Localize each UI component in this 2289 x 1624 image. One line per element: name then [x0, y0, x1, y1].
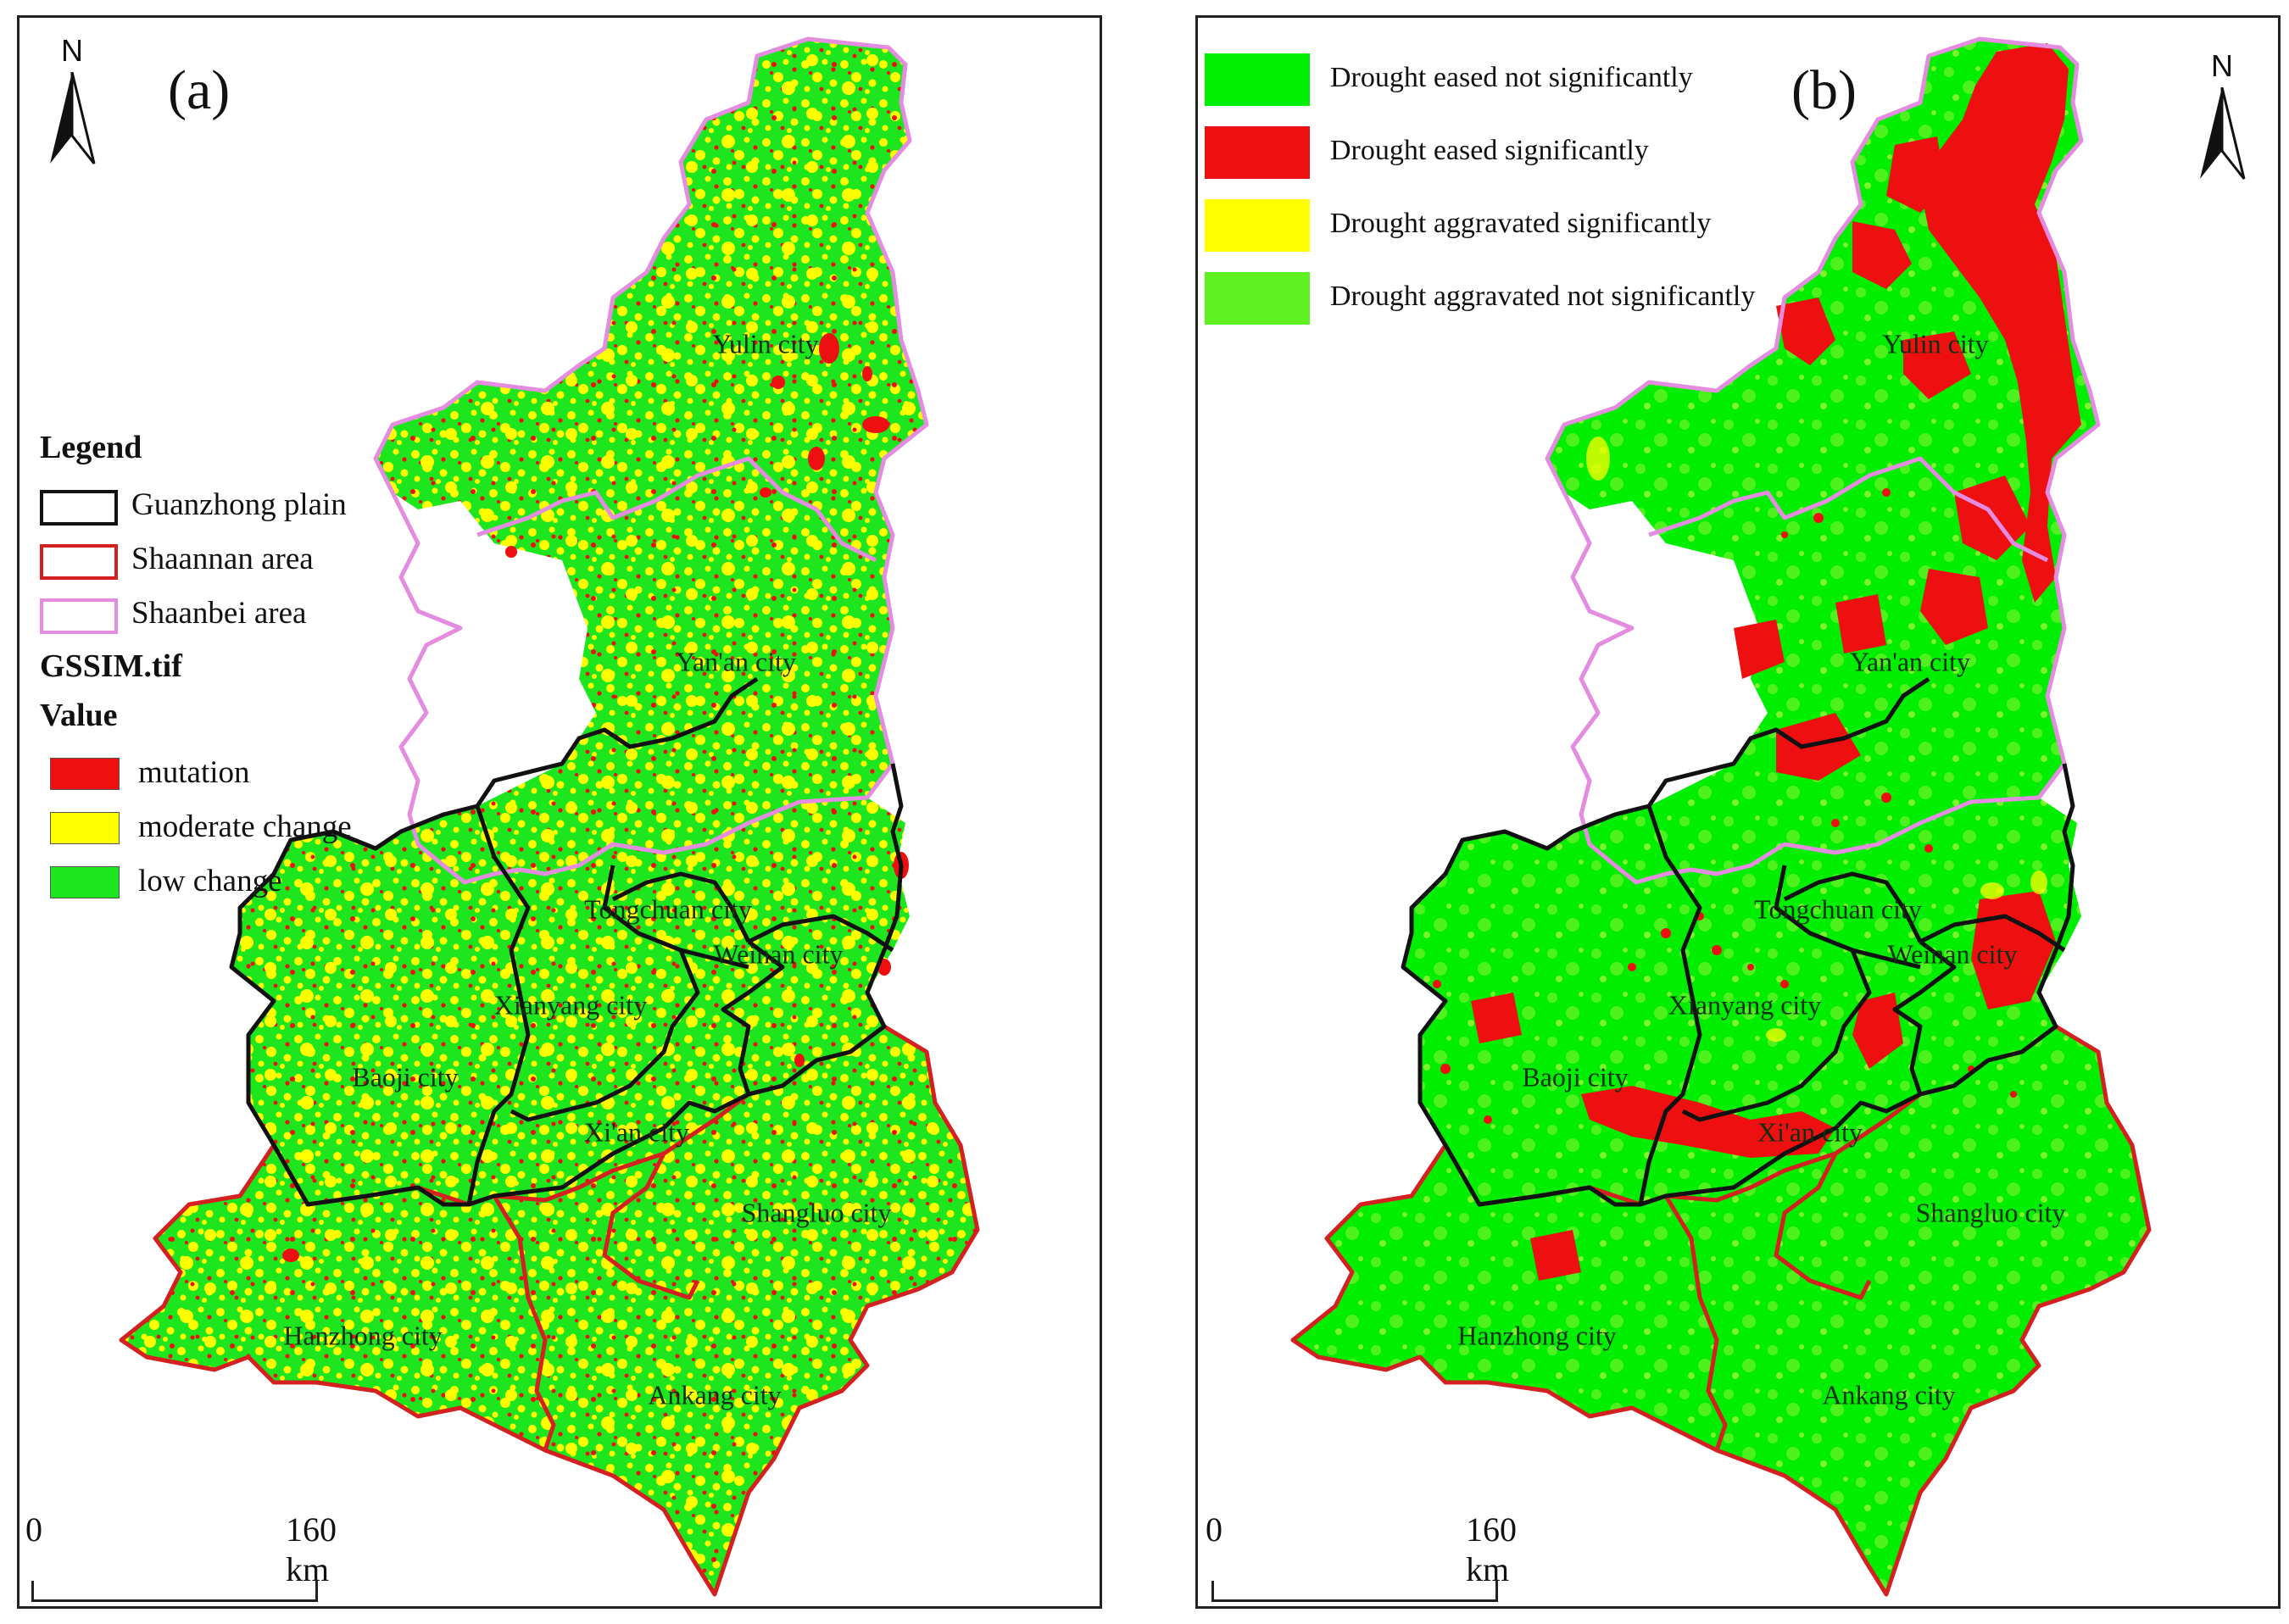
city-label-weinan: Weinan city: [1887, 938, 2018, 970]
legend-label: Drought aggravated significantly: [1330, 208, 1712, 239]
legend-item-shaannan: Shaannan area: [28, 536, 418, 590]
legend-item-mutation: mutation: [28, 749, 418, 804]
drought-trend-map: [1290, 36, 2152, 1597]
city-label-baoji: Baoji city: [352, 1061, 459, 1093]
city-label-tongchuan: Tongchuan city: [1754, 893, 1922, 925]
scale-start: 0: [25, 1510, 42, 1549]
panel-label-a: (a): [168, 59, 231, 121]
legend-item-moderate-change: moderate change: [28, 804, 418, 858]
eased-significantly-specks: [1433, 488, 2017, 1124]
north-letter: N: [61, 33, 83, 68]
city-label-baoji: Baoji city: [1522, 1061, 1629, 1093]
panel-label-b: (b): [1791, 59, 1857, 121]
guanzhong-boundary: [1401, 676, 2075, 1207]
map-panel-a: (a) N Yulin city Yan'an city Tongchuan c…: [17, 15, 1102, 1609]
city-label-ankang: Ankang city: [1822, 1379, 1956, 1410]
legend-swatch: [40, 490, 118, 526]
north-arrow: N: [38, 33, 106, 164]
city-label-xianyang: Xianyang city: [493, 989, 648, 1021]
city-label-yulin: Yulin city: [712, 328, 819, 359]
legend-label: Shaannan area: [131, 542, 314, 576]
city-label-weinan: Weinan city: [713, 938, 844, 970]
legend-swatch: [50, 758, 120, 790]
legend-item-guanzhong: Guanzhong plain: [28, 481, 418, 536]
map-panel-b: (b) N Yulin city Yan'an city Tongchuan c…: [1195, 15, 2281, 1609]
scale-start: 0: [1206, 1510, 1222, 1549]
eased-significantly-zones: [1471, 43, 2081, 1281]
legend-a: Legend Guanzhong plain Shaannan area Sha…: [28, 429, 418, 912]
city-label-yulin: Yulin city: [1882, 328, 1989, 359]
raster-name: GSSIM.tif: [40, 648, 182, 684]
city-label-hanzhong: Hanzhong city: [1457, 1320, 1617, 1351]
scale-bar-b: 0 160 km: [1206, 1510, 1568, 1603]
scale-end: 160 km: [1466, 1510, 1517, 1588]
north-arrow: N: [2188, 48, 2256, 180]
aggravated-significantly-zones: [1586, 437, 2047, 1042]
province-shape: [121, 39, 977, 1594]
north-letter: N: [2211, 48, 2233, 83]
city-label-tongchuan: Tongchuan city: [584, 893, 752, 925]
legend-label: moderate change: [138, 809, 352, 844]
guanzhong-boundary: [229, 676, 904, 1207]
north-arrow-icon: [50, 72, 96, 164]
legend-swatch: [40, 598, 118, 634]
city-label-ankang: Ankang city: [648, 1379, 782, 1410]
legend-swatch: [1205, 272, 1310, 325]
legend-label: Drought eased not significantly: [1330, 62, 1693, 93]
legend-label: Drought aggravated not significantly: [1330, 281, 1756, 312]
legend-item-low-change: low change: [28, 858, 418, 912]
city-label-yanan: Yan'an city: [1849, 646, 1971, 677]
city-label-shangluo: Shangluo city: [741, 1197, 892, 1228]
legend-swatch: [50, 866, 120, 898]
city-label-xian: Xi'an city: [584, 1116, 689, 1148]
province-shape: [1293, 39, 2149, 1594]
city-label-yanan: Yan'an city: [675, 646, 797, 677]
legend-swatch: [1205, 126, 1310, 179]
shaanbei-boundary: [1545, 36, 2101, 885]
legend-item-shaanbei: Shaanbei area: [28, 590, 418, 644]
scale-bar-line: [1211, 1581, 1498, 1602]
city-label-shangluo: Shangluo city: [1915, 1197, 2066, 1228]
legend-swatch: [50, 812, 120, 844]
north-arrow-icon: [2200, 87, 2246, 180]
legend-swatch: [1205, 53, 1310, 106]
shaanbei-boundary: [373, 36, 929, 885]
gssim-map: [119, 36, 980, 1597]
value-title: Value: [40, 698, 118, 733]
legend-label: Guanzhong plain: [131, 487, 347, 522]
legend-swatch: [1205, 199, 1310, 252]
legend-label: mutation: [138, 755, 250, 790]
legend-label: low change: [138, 864, 282, 898]
scale-bar-line: [31, 1581, 318, 1602]
legend-title: Legend: [40, 430, 142, 465]
scale-end: 160 km: [286, 1510, 337, 1588]
legend-label: Drought eased significantly: [1330, 135, 1649, 166]
city-label-hanzhong: Hanzhong city: [283, 1320, 443, 1351]
city-label-xianyang: Xianyang city: [1668, 989, 1822, 1021]
legend-swatch: [40, 544, 118, 580]
legend-label: Shaanbei area: [131, 596, 307, 631]
city-label-xian: Xi'an city: [1757, 1116, 1863, 1148]
scale-bar-a: 0 160 km: [25, 1510, 387, 1603]
